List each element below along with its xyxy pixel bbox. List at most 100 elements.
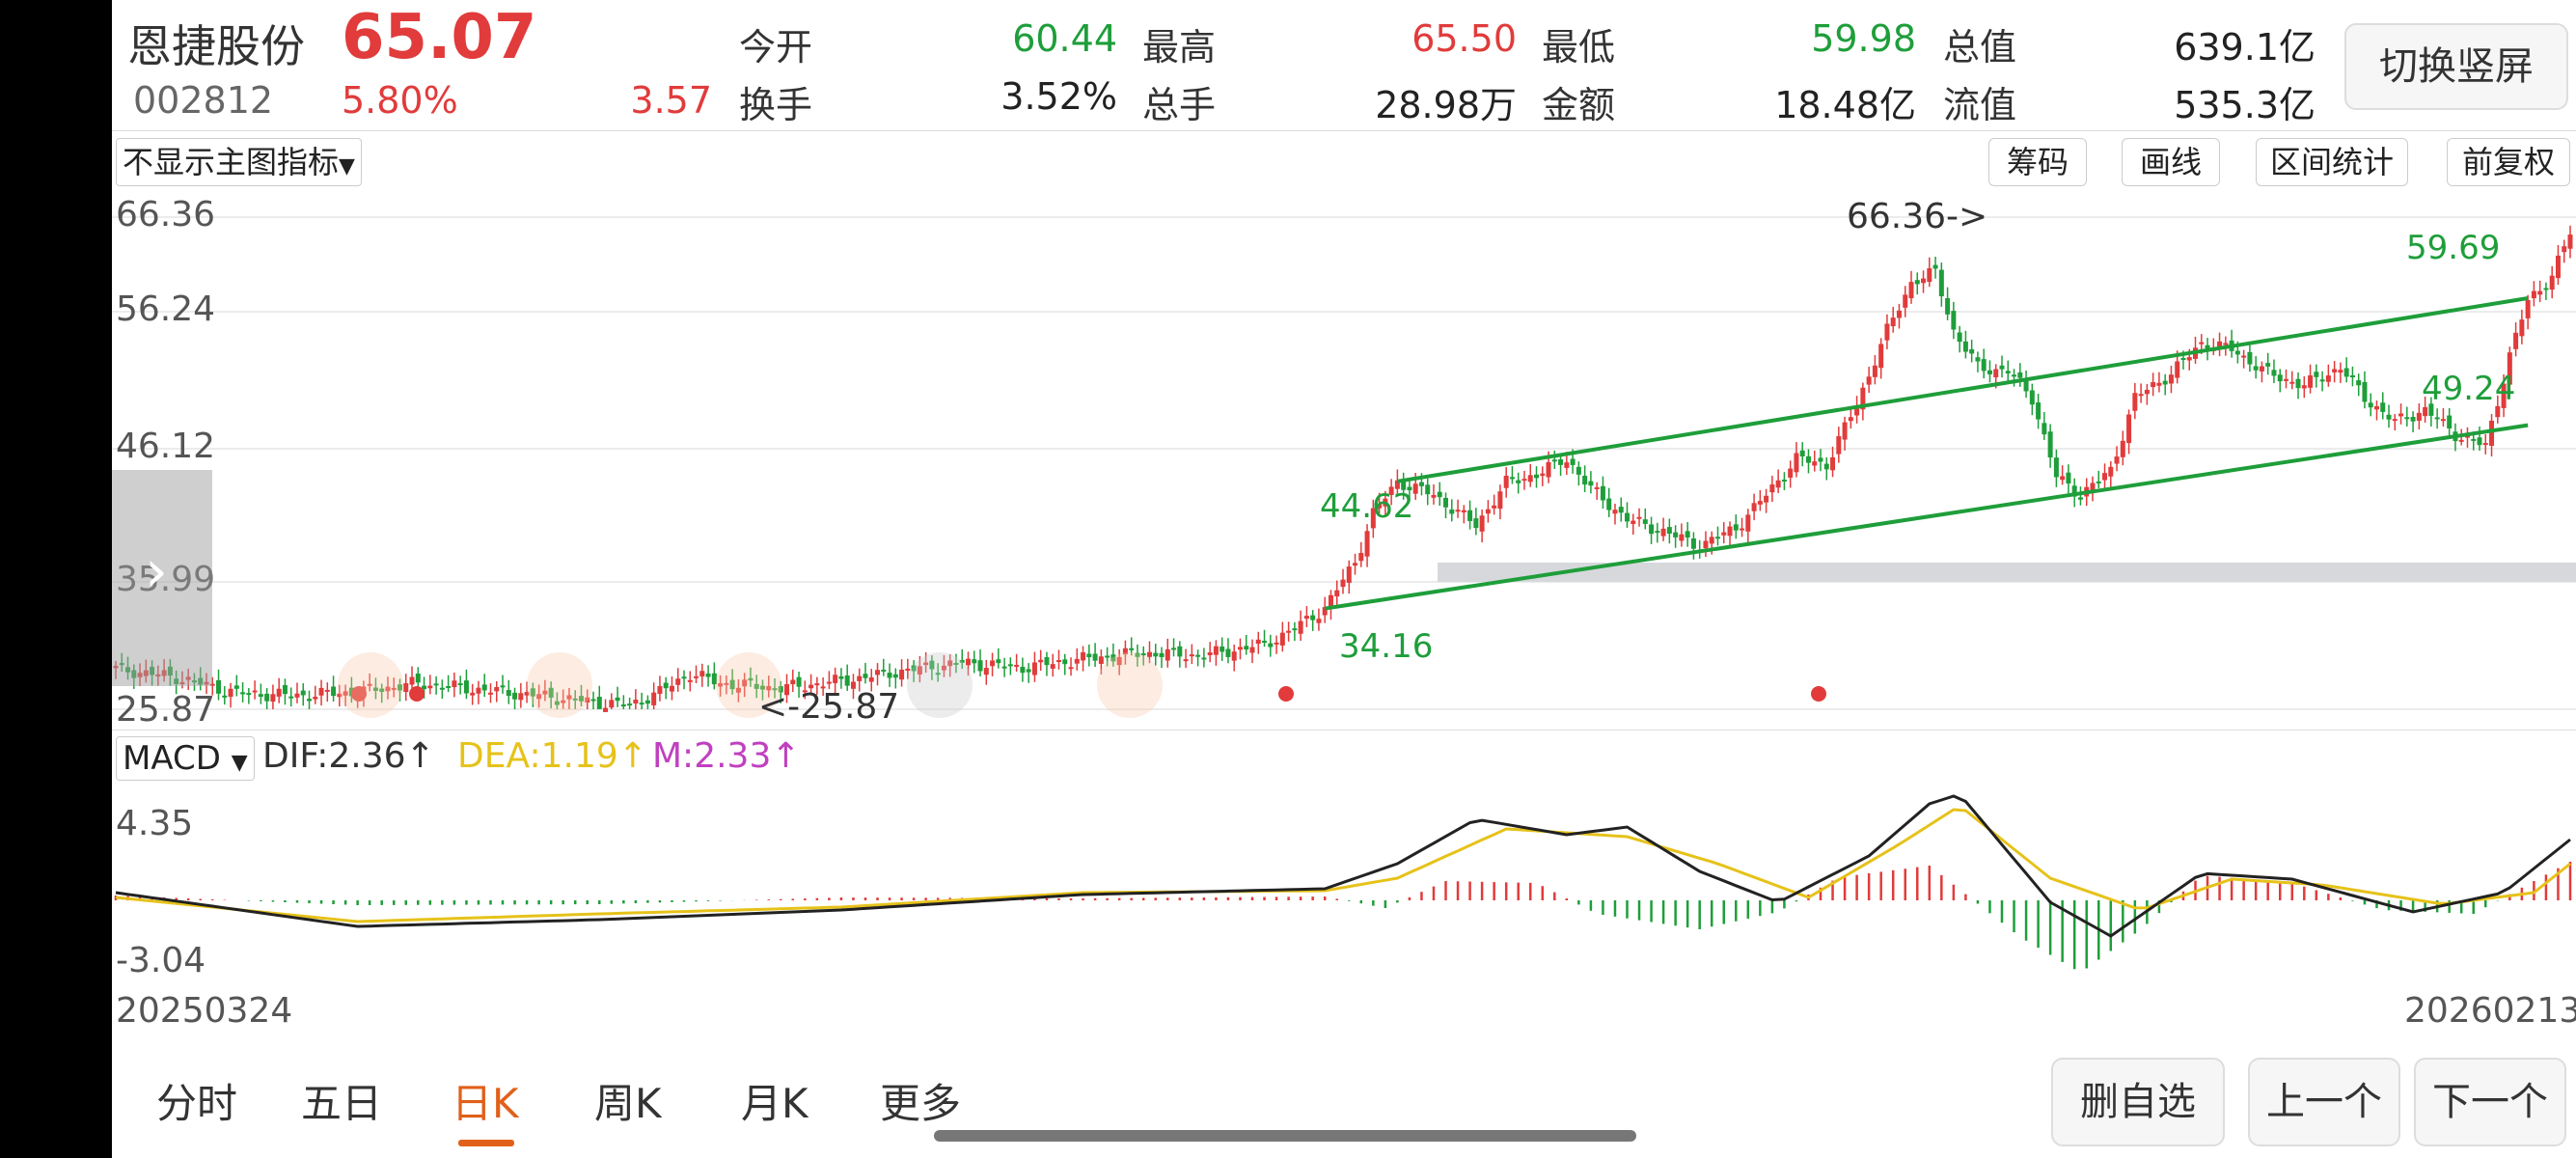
candle-body [1055, 660, 1061, 663]
draw-line-button[interactable]: 画线 [2122, 138, 2220, 186]
candle-body [1516, 480, 1521, 483]
candle-body [566, 695, 572, 700]
candle-body [2525, 299, 2531, 318]
candle-body [1303, 616, 1309, 620]
tab-1[interactable]: 五日 [301, 1080, 383, 1127]
indicator-select[interactable]: 不显示主图指标▼ [116, 138, 362, 186]
candle-body [1334, 590, 1340, 597]
candle-body [222, 695, 228, 698]
candle-body [2241, 355, 2247, 358]
candle-body [1195, 654, 1201, 657]
candle-body [578, 696, 584, 702]
candle-body [990, 660, 996, 667]
candle-body [2386, 414, 2392, 420]
candle-body [2077, 497, 2083, 500]
tab-4[interactable]: 月K [741, 1080, 808, 1127]
candle-body [1721, 532, 1727, 536]
candle-body [2047, 431, 2053, 458]
candle-body [1951, 311, 1957, 330]
candle-body [1740, 528, 1745, 531]
candle-body [554, 701, 560, 705]
candle-body [2151, 382, 2156, 388]
candle-body [1110, 654, 1116, 662]
candle-body [1001, 666, 1007, 669]
candle-body [463, 680, 469, 694]
candle-body [596, 697, 602, 709]
adjust-button[interactable]: 前复权 [2447, 138, 2570, 186]
candle-body [1540, 473, 1546, 476]
candle-body [518, 693, 524, 701]
tab-5[interactable]: 更多 [880, 1080, 962, 1127]
candle-body [796, 676, 802, 687]
candle-body [2090, 482, 2096, 491]
chips-button[interactable]: 筹码 [1988, 138, 2087, 186]
candle-body [2368, 402, 2373, 408]
candle-body [1050, 664, 1055, 669]
tab-3[interactable]: 周K [594, 1080, 662, 1127]
tab-2[interactable]: 日K [452, 1080, 519, 1127]
next-stock-button[interactable]: 下一个 [2414, 1058, 2566, 1146]
quote-label: 换手 [739, 84, 813, 126]
candle-body [1322, 607, 1328, 616]
candle-body [452, 680, 457, 688]
caret-down-icon: ▼ [339, 154, 355, 179]
candle-body [1177, 646, 1183, 657]
macd-select[interactable]: MACD ▼ [116, 736, 255, 781]
candle-body [2265, 363, 2271, 367]
candle-body [1031, 662, 1037, 676]
indicator-select-label: 不显示主图指标 [123, 144, 340, 180]
candle-body [1268, 643, 1274, 648]
candle-body [633, 700, 639, 704]
candle-body [1927, 268, 1932, 283]
candle-body [892, 674, 898, 678]
candle-body [439, 687, 445, 690]
candle-body [844, 675, 850, 686]
range-stats-button[interactable]: 区间统计 [2256, 138, 2408, 186]
candle-body [1836, 436, 1842, 455]
candle-body [1987, 370, 1992, 374]
candle-body [385, 686, 391, 692]
candle-body [1098, 656, 1104, 664]
candlestick-chart[interactable] [112, 188, 2576, 729]
prev-stock-button[interactable]: 上一个 [2248, 1058, 2400, 1146]
candle-body [1594, 486, 1600, 489]
candle-body [228, 688, 233, 698]
candle-body [887, 673, 892, 678]
candle-body [681, 676, 687, 679]
candle-body [1364, 531, 1370, 557]
candle-body [2373, 405, 2379, 410]
candle-body [941, 665, 946, 671]
candle-body [2308, 374, 2314, 388]
candle-body [1310, 615, 1316, 620]
signal-dot [409, 686, 425, 702]
macd-chart[interactable] [112, 786, 2576, 979]
candle-body [1225, 648, 1231, 657]
candle-body [2325, 375, 2331, 382]
price-axis-label: 56.24 [116, 290, 216, 329]
candle-body [2247, 351, 2253, 365]
candle-body [1062, 659, 1068, 665]
scroll-indicator[interactable] [934, 1130, 1636, 1142]
candle-body [409, 676, 415, 685]
candle-body [318, 687, 324, 696]
candle-body [1279, 632, 1285, 646]
candle-body [1461, 510, 1466, 512]
candle-body [1407, 486, 1412, 491]
candle-body [1685, 531, 1690, 538]
candle-body [1473, 518, 1479, 529]
side-panel-handle[interactable]: › [112, 470, 212, 686]
candle-body [2289, 381, 2295, 384]
candle-body [524, 692, 530, 696]
candle-body [1370, 508, 1376, 529]
candle-body [2126, 414, 2132, 444]
candle-body [572, 698, 578, 701]
candle-body [1764, 495, 1769, 503]
candle-body [2023, 381, 2029, 392]
candle-body [1999, 365, 2005, 370]
remove-watch-button[interactable]: 删自选 [2051, 1058, 2225, 1146]
tab-0[interactable]: 分时 [156, 1080, 238, 1127]
quote-label: 总值 [1943, 26, 2017, 69]
macd-dif: DIF:2.36↑ [262, 736, 435, 776]
candle-body [1449, 509, 1455, 514]
switch-portrait-button[interactable]: 切换竖屏 [2344, 23, 2568, 110]
